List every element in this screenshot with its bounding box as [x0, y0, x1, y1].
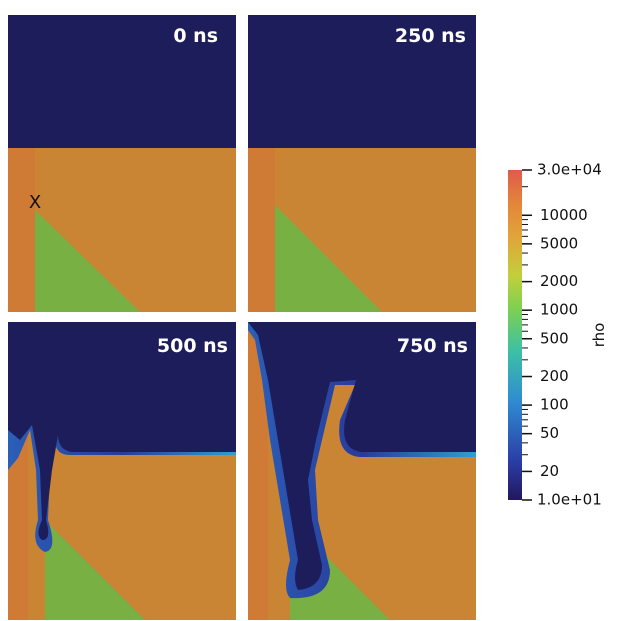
- marker: X: [29, 192, 41, 213]
- tick-label: 3.0e+04: [537, 161, 602, 179]
- tick-label: 500: [540, 329, 569, 347]
- panel: 500 ns: [8, 322, 236, 620]
- tick-label: 100: [540, 396, 569, 414]
- panel-label: 0 ns: [173, 25, 218, 47]
- panel: 750 ns: [248, 322, 476, 620]
- tick-label: 5000: [540, 234, 578, 252]
- tick-label: 1000: [540, 301, 578, 319]
- colorbar: [508, 170, 522, 500]
- panel-label: 500 ns: [157, 335, 228, 357]
- tick-label: 1.0e+01: [537, 491, 602, 509]
- panel-label: 250 ns: [395, 25, 466, 47]
- tick-label: 200: [540, 367, 569, 385]
- panel: 0 ns X: [8, 15, 236, 312]
- tick-label: 20: [540, 462, 559, 480]
- tick-label: 50: [540, 424, 559, 442]
- panel: 250 ns: [248, 15, 476, 312]
- panel-label: 750 ns: [397, 335, 468, 357]
- colorbar-axis: 3.0e+04 1.0e+01 10000 5000 2000 1000 500 200 100…: [522, 161, 602, 509]
- tick-label: 2000: [540, 272, 578, 290]
- tick-label: 10000: [540, 206, 588, 224]
- colorbar-title: rho: [590, 323, 608, 348]
